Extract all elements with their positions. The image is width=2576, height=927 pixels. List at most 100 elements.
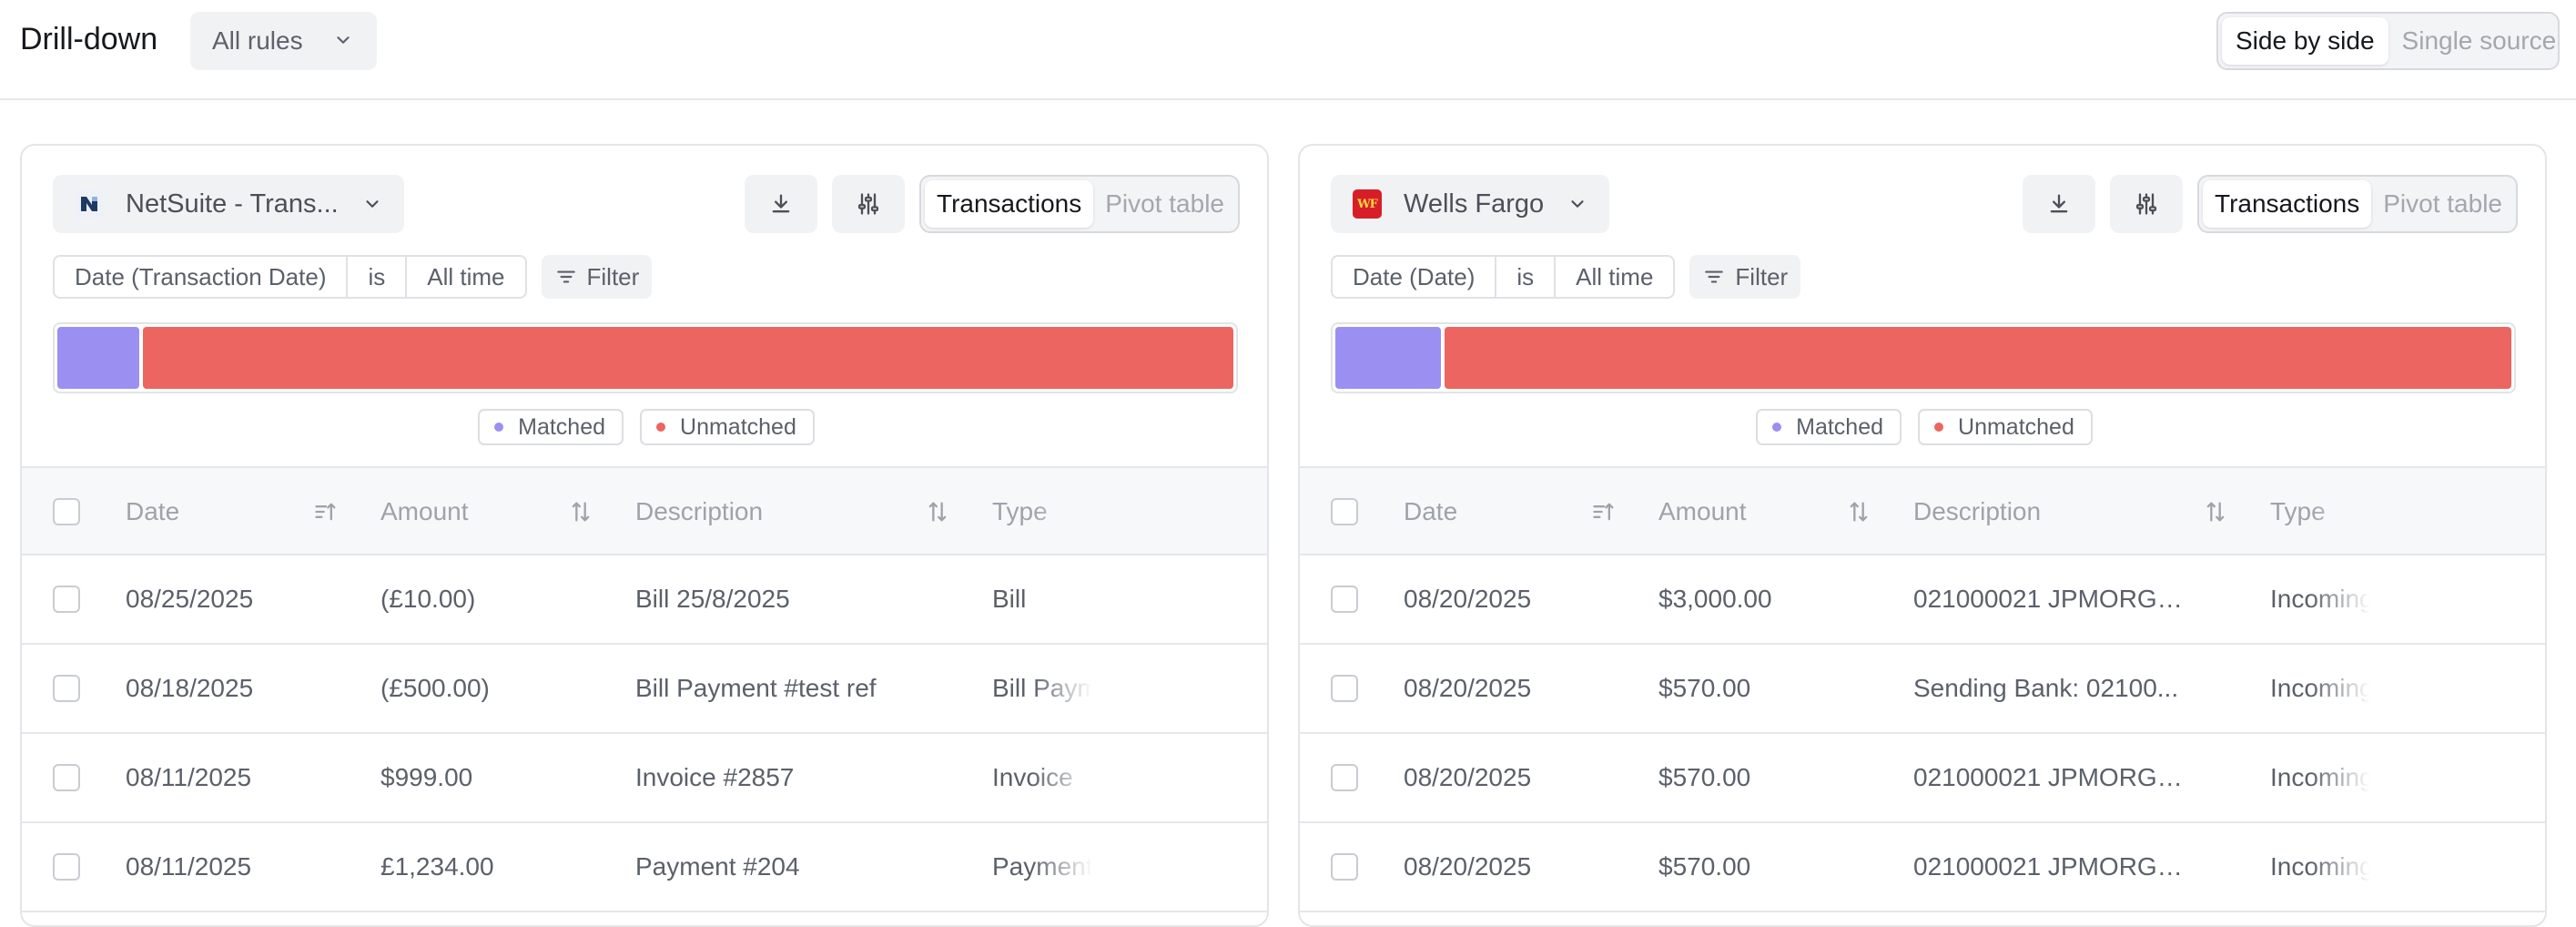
legend-unmatched[interactable]: Unmatched xyxy=(1918,409,2093,445)
row-checkbox[interactable] xyxy=(1331,764,1358,791)
cell-date: 08/20/2025 xyxy=(1404,585,1532,613)
matched-segment[interactable] xyxy=(57,327,140,389)
column-header-type[interactable]: Type xyxy=(2270,497,2326,525)
source-dropdown[interactable]: NetSuite - Trans... xyxy=(53,175,404,233)
tab-pivot-table[interactable]: Pivot table xyxy=(2383,189,2502,218)
matched-segment[interactable] xyxy=(1335,327,1442,389)
download-icon xyxy=(772,194,790,213)
tab-transactions[interactable]: Transactions xyxy=(2203,180,2372,228)
cell-date: 08/11/2025 xyxy=(126,852,252,881)
unmatched-segment[interactable] xyxy=(143,327,1233,389)
column-header-amount[interactable]: Amount xyxy=(380,497,469,525)
select-all-checkbox[interactable] xyxy=(1331,498,1358,525)
unmatched-segment[interactable] xyxy=(1445,327,2511,389)
row-checkbox[interactable] xyxy=(1331,853,1358,881)
sort-icon[interactable] xyxy=(925,499,950,525)
column-header-amount[interactable]: Amount xyxy=(1658,497,1747,525)
row-checkbox[interactable] xyxy=(53,853,80,881)
legend-label: Unmatched xyxy=(1958,413,2074,440)
table-row[interactable]: 08/18/2025 (£500.00) Bill Payment #test re… xyxy=(22,645,1267,734)
filter-value[interactable]: All time xyxy=(1576,263,1654,290)
column-header-type[interactable]: Type xyxy=(992,497,1048,525)
view-single-source-option[interactable]: Single source xyxy=(2401,26,2557,55)
cell-type: Invoice xyxy=(992,763,1073,791)
filter-field[interactable]: Date (Date) xyxy=(1333,257,1497,297)
legend: Matched Unmatched xyxy=(22,409,1267,445)
filter-value[interactable]: All time xyxy=(427,263,505,290)
legend-label: Unmatched xyxy=(680,413,796,440)
column-header-description[interactable]: Description xyxy=(635,497,764,525)
sliders-icon xyxy=(857,193,879,215)
match-distribution-bar xyxy=(53,322,1238,393)
cell-amount: £1,234.00 xyxy=(380,852,494,881)
filter-operator[interactable]: is xyxy=(1496,257,1557,297)
source-dropdown[interactable]: WF Wells Fargo xyxy=(1331,175,1610,233)
matched-dot-icon xyxy=(494,423,504,432)
table-row[interactable]: 08/25/2025 (£10.00) Bill 25/8/2025 Bill xyxy=(22,555,1267,645)
sort-icon[interactable] xyxy=(568,499,593,525)
view-side-by-side-option[interactable]: Side by side xyxy=(2222,17,2388,65)
rules-filter-label: All rules xyxy=(212,26,303,55)
date-filter-chip[interactable]: Date (Transaction Date) is All time xyxy=(53,255,527,299)
add-filter-button[interactable]: Filter xyxy=(1689,255,1801,299)
cell-amount: (£500.00) xyxy=(380,674,490,702)
column-header-date[interactable]: Date xyxy=(1404,497,1458,525)
row-checkbox[interactable] xyxy=(1331,675,1358,702)
column-settings-button[interactable] xyxy=(2110,175,2183,233)
select-all-checkbox[interactable] xyxy=(53,498,80,525)
cell-amount: $570.00 xyxy=(1658,763,1751,791)
download-button[interactable] xyxy=(745,175,817,233)
source-name: NetSuite - Trans... xyxy=(126,188,339,219)
table-row[interactable]: 08/11/2025 $999.00 Invoice #2857 Invoice xyxy=(22,734,1267,823)
table-row[interactable]: 08/20/2025 $570.00 021000021 JPMORGA... Inc… xyxy=(1300,823,2545,912)
matched-dot-icon xyxy=(1772,423,1782,432)
row-checkbox[interactable] xyxy=(53,675,80,702)
cell-description: 021000021 JPMORGA... xyxy=(1913,852,2186,881)
cell-description: 021000021 JPMORGA... xyxy=(1913,763,2186,791)
table-row[interactable]: 08/20/2025 $570.00 021000021 JPMORGA... Inc… xyxy=(1300,734,2545,823)
legend-matched[interactable]: Matched xyxy=(478,409,624,445)
add-filter-button[interactable]: Filter xyxy=(541,255,653,299)
legend-unmatched[interactable]: Unmatched xyxy=(640,409,815,445)
sort-icon[interactable] xyxy=(1846,499,1871,525)
sort-asc-icon[interactable] xyxy=(313,499,339,525)
cell-type: Incoming xyxy=(2270,852,2370,881)
source-panel-netsuite: NetSuite - Trans... Transactions Pivot t… xyxy=(20,144,1269,927)
panel-tab-toggle: Transactions Pivot table xyxy=(2197,175,2518,233)
date-filter-chip[interactable]: Date (Date) is All time xyxy=(1331,255,1676,299)
row-checkbox[interactable] xyxy=(53,586,80,613)
cell-amount: $570.00 xyxy=(1658,852,1751,881)
cell-description: 021000021 JPMORGA... xyxy=(1913,585,2186,613)
legend-matched[interactable]: Matched xyxy=(1756,409,1902,445)
cell-type: Incoming xyxy=(2270,763,2370,791)
transactions-table: Date Amount Description Type 08/25/2025 (… xyxy=(22,466,1267,912)
table-header: Date Amount Description Type xyxy=(1300,466,2545,555)
tab-transactions[interactable]: Transactions xyxy=(925,180,1094,228)
sort-icon[interactable] xyxy=(2203,499,2228,525)
source-name: Wells Fargo xyxy=(1404,188,1545,219)
table-row[interactable]: 08/11/2025 £1,234.00 Payment #204 Payment xyxy=(22,823,1267,912)
netsuite-logo-icon xyxy=(75,189,104,219)
cell-type: Payment xyxy=(992,852,1092,881)
column-settings-button[interactable] xyxy=(832,175,905,233)
row-checkbox[interactable] xyxy=(1331,586,1358,613)
filter-icon xyxy=(1705,270,1724,283)
unmatched-dot-icon xyxy=(1934,423,1944,432)
filter-operator[interactable]: is xyxy=(348,257,408,297)
match-distribution-bar xyxy=(1331,322,2516,393)
row-checkbox[interactable] xyxy=(53,764,80,791)
rules-filter-dropdown[interactable]: All rules xyxy=(190,12,377,70)
table-row[interactable]: 08/20/2025 $3,000.00 021000021 JPMORGA... I… xyxy=(1300,555,2545,645)
filter-field[interactable]: Date (Transaction Date) xyxy=(55,257,349,297)
column-header-description[interactable]: Description xyxy=(1913,497,2042,525)
cell-date: 08/18/2025 xyxy=(126,674,254,702)
chevron-down-icon xyxy=(337,36,350,44)
sort-asc-icon[interactable] xyxy=(1591,499,1617,525)
logo-text: WF xyxy=(1357,197,1378,211)
table-row[interactable]: 08/20/2025 $570.00 Sending Bank: 02100... I… xyxy=(1300,645,2545,734)
transactions-table: Date Amount Description Type 08/20/2025 $… xyxy=(1300,466,2545,912)
download-button[interactable] xyxy=(2023,175,2095,233)
cell-amount: $570.00 xyxy=(1658,674,1751,702)
tab-pivot-table[interactable]: Pivot table xyxy=(1105,189,1224,218)
column-header-date[interactable]: Date xyxy=(126,497,180,525)
